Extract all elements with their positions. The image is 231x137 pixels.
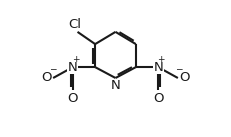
- Text: −: −: [49, 64, 56, 73]
- Text: +: +: [72, 55, 79, 64]
- Text: −: −: [175, 64, 182, 73]
- Text: O: O: [41, 72, 52, 85]
- Text: N: N: [153, 61, 163, 74]
- Text: O: O: [67, 92, 78, 105]
- Text: N: N: [111, 79, 120, 92]
- Text: Cl: Cl: [68, 18, 81, 31]
- Text: O: O: [179, 72, 190, 85]
- Text: +: +: [158, 55, 165, 64]
- Text: N: N: [68, 61, 78, 74]
- Text: O: O: [153, 92, 164, 105]
